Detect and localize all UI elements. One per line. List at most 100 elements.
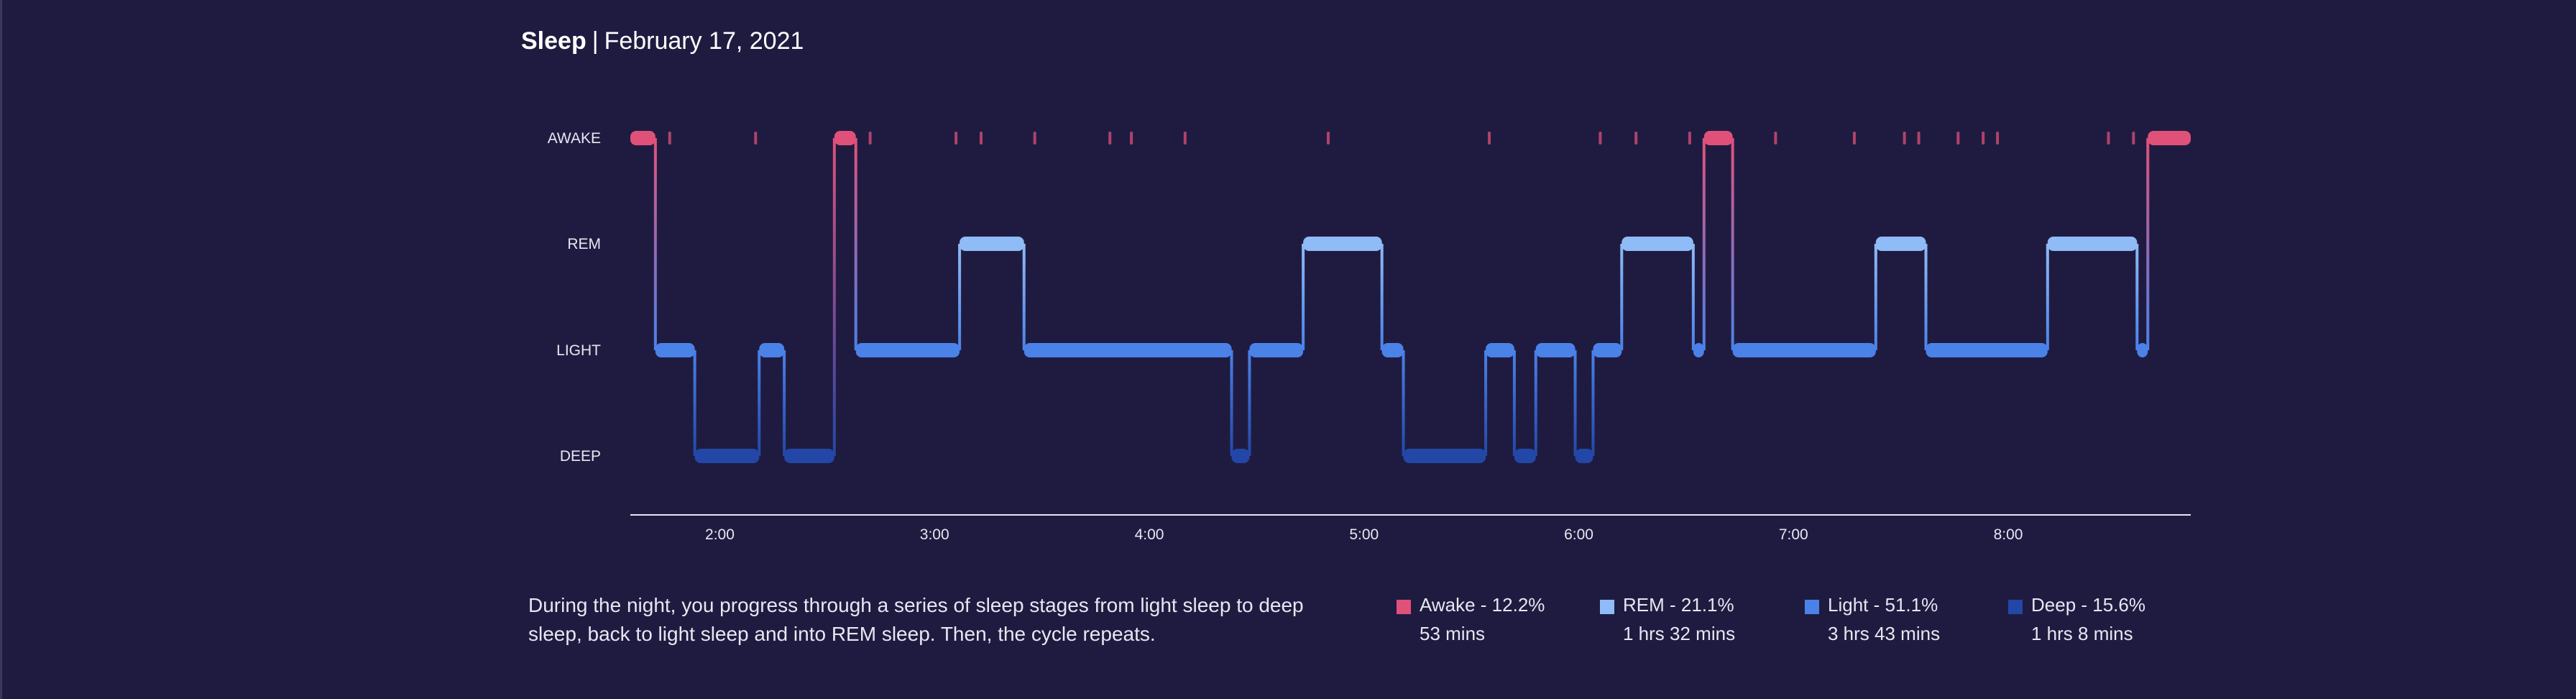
legend-duration-awake: 53 mins: [1420, 623, 1486, 644]
stage-transition: [693, 350, 696, 456]
stage-block-light: [1732, 343, 1876, 357]
brief-awakening-mark: [1982, 132, 1985, 145]
stage-transition: [653, 138, 657, 350]
stage-block-light: [2137, 343, 2148, 357]
chart-header: Sleep | February 17, 2021: [521, 27, 804, 55]
brief-awakening-mark: [754, 132, 758, 145]
brief-awakening-mark: [1996, 132, 2000, 145]
stage-transition: [758, 350, 761, 456]
legend-duration-rem: 1 hrs 32 mins: [1623, 623, 1736, 644]
title-separator: |: [592, 27, 599, 55]
brief-awakening-mark: [1903, 132, 1906, 145]
stage-transition: [1573, 350, 1577, 456]
rem-swatch: [1600, 600, 1614, 614]
brief-awakening-mark: [979, 132, 983, 145]
stage-block-deep: [784, 449, 834, 463]
brief-awakening-mark: [868, 132, 872, 145]
stage-block-rem: [1875, 237, 1926, 251]
legend-label-rem: REM - 21.1%: [1623, 594, 1734, 616]
y-label-rem: REM: [567, 236, 601, 252]
brief-awakening-mark: [1852, 132, 1856, 145]
deep-swatch: [2008, 600, 2023, 614]
stage-transition: [854, 138, 857, 350]
stage-block-light: [1249, 343, 1304, 357]
brief-awakening-mark: [2132, 132, 2135, 145]
x-tick-4-00: 4:00: [1135, 526, 1164, 543]
brief-awakening-mark: [1488, 132, 1491, 145]
chart-title: Sleep: [521, 27, 586, 55]
stage-block-rem: [1303, 237, 1382, 251]
stage-transition: [1591, 350, 1595, 456]
stage-transition: [2146, 138, 2150, 350]
brief-awakening-mark: [1130, 132, 1133, 145]
stage-transition: [1248, 350, 1251, 456]
stage-block-deep: [1231, 449, 1250, 463]
stage-block-deep: [1575, 449, 1593, 463]
legend-label-deep: Deep - 15.6%: [2031, 594, 2145, 616]
brief-awakening-mark: [954, 132, 958, 145]
stage-block-rem: [960, 237, 1024, 251]
x-tick-8-00: 8:00: [1994, 526, 2023, 543]
stage-block-light: [1486, 343, 1514, 357]
stage-transition: [2135, 244, 2139, 350]
brief-awakening-mark: [1183, 132, 1187, 145]
brief-awakening-mark: [1108, 132, 1112, 145]
stage-block-awake: [630, 131, 656, 145]
x-tick-5-00: 5:00: [1349, 526, 1379, 543]
y-label-awake: AWAKE: [548, 130, 601, 147]
stage-block-light: [1024, 343, 1232, 357]
frame-edge: [0, 0, 2, 699]
stage-block-light: [1535, 343, 1576, 357]
awake-swatch: [1397, 600, 1411, 614]
chart-date: February 17, 2021: [604, 27, 804, 55]
stage-transition: [1702, 138, 1706, 350]
brief-awakening-mark: [1598, 132, 1602, 145]
brief-awakening-mark: [2107, 132, 2110, 145]
brief-awakening-mark: [1326, 132, 1330, 145]
stage-block-awake: [834, 131, 856, 145]
stage-transition: [1022, 244, 1026, 350]
x-tick-6-00: 6:00: [1564, 526, 1593, 543]
y-label-light: LIGHT: [556, 342, 601, 359]
stage-transition: [1924, 244, 1928, 350]
stage-block-awake: [2148, 131, 2191, 145]
stage-block-light: [1693, 343, 1704, 357]
light-swatch: [1805, 600, 1819, 614]
stage-transition: [1691, 244, 1695, 350]
x-tick-2-00: 2:00: [705, 526, 735, 543]
stage-transition: [832, 138, 836, 456]
stage-block-light: [759, 343, 785, 357]
stage-block-awake: [1703, 131, 1733, 145]
legend-duration-light: 3 hrs 43 mins: [1828, 623, 1941, 644]
stage-block-deep: [1403, 449, 1486, 463]
stage-transition: [1380, 244, 1384, 350]
stage-transition: [2046, 244, 2049, 350]
stage-transition: [1534, 350, 1537, 456]
stage-block-light: [1926, 343, 2048, 357]
x-tick-7-00: 7:00: [1779, 526, 1808, 543]
y-label-deep: DEEP: [560, 448, 601, 465]
stage-transition: [1512, 350, 1516, 456]
stage-block-light: [1381, 343, 1404, 357]
stage-block-light: [655, 343, 695, 357]
stage-transition: [1402, 350, 1405, 456]
stage-transition: [1731, 138, 1734, 350]
stage-block-rem: [2047, 237, 2138, 251]
stage-block-light: [855, 343, 960, 357]
brief-awakening-mark: [1956, 132, 1960, 145]
stage-block-light: [1593, 343, 1622, 357]
stage-block-deep: [694, 449, 760, 463]
stage-transition: [958, 244, 962, 350]
legend-label-light: Light - 51.1%: [1828, 594, 1938, 616]
stage-transition: [1230, 350, 1233, 456]
stage-block-deep: [1514, 449, 1536, 463]
stage-block-rem: [1622, 237, 1693, 251]
stage-transition: [1874, 244, 1877, 350]
stage-transition: [783, 350, 786, 456]
brief-awakening-mark: [668, 132, 671, 145]
brief-awakening-mark: [1033, 132, 1036, 145]
stage-transition: [1302, 244, 1305, 350]
brief-awakening-mark: [1917, 132, 1920, 145]
legend-duration-deep: 1 hrs 8 mins: [2031, 623, 2133, 644]
